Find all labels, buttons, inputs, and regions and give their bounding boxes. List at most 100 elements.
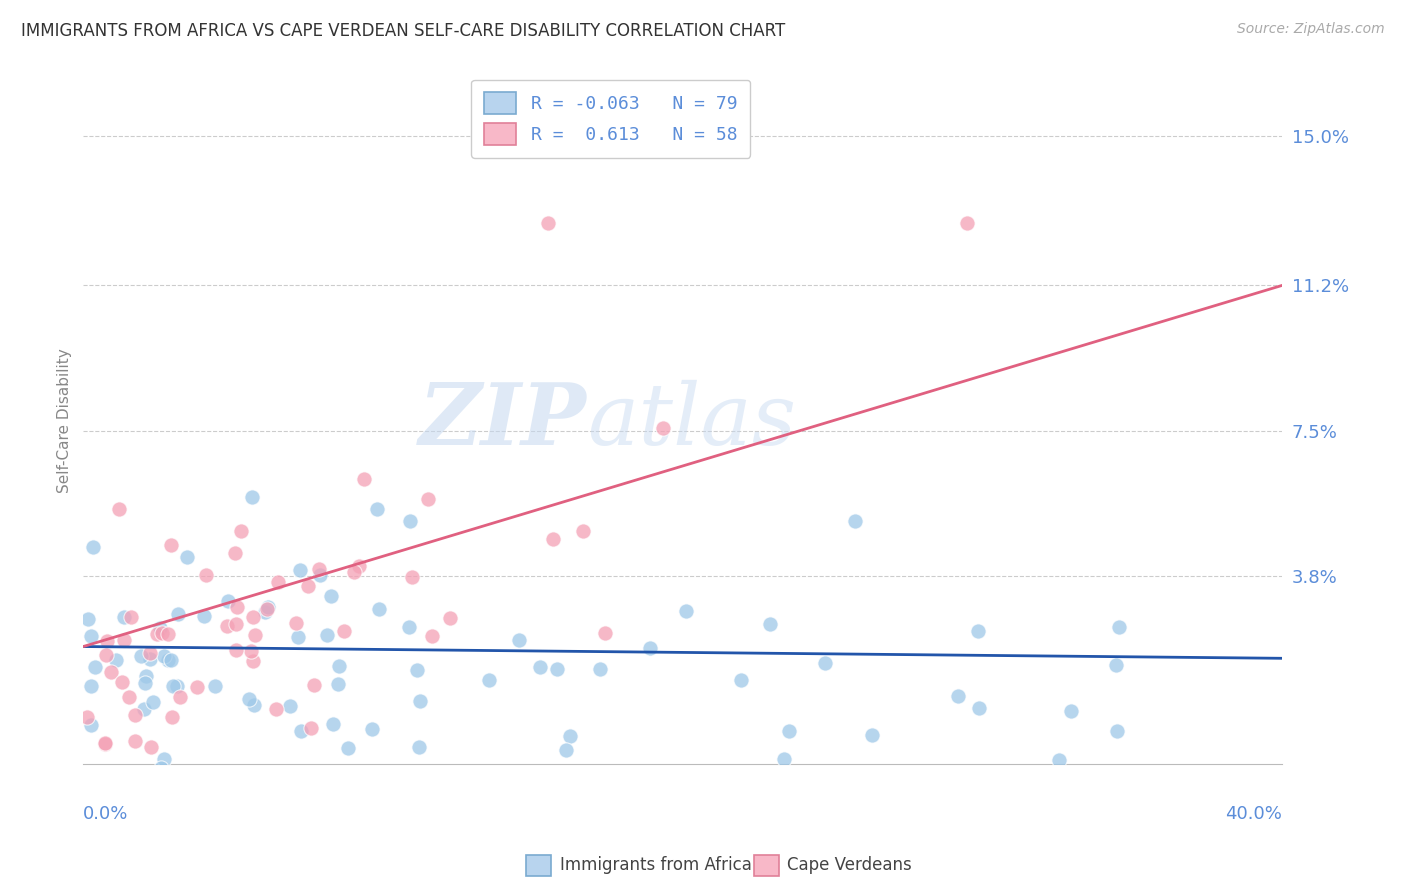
Point [112, 633, 135, 648]
Point [288, 563, 311, 577]
Point [150, 626, 173, 640]
Text: Source: ZipAtlas.com: Source: ZipAtlas.com [1237, 22, 1385, 37]
Point [416, 491, 439, 506]
Point [160, 653, 183, 667]
Point [176, 550, 198, 565]
Text: Cape Verdeans: Cape Verdeans [787, 856, 912, 874]
Point [242, 698, 264, 712]
Point [290, 724, 312, 739]
Point [238, 817, 260, 831]
Text: ZIP: ZIP [419, 379, 586, 463]
Point [366, 502, 388, 516]
Point [134, 675, 156, 690]
Point [243, 628, 266, 642]
Point [96, 633, 118, 648]
Point [149, 761, 172, 775]
Point [287, 630, 309, 644]
Point [347, 559, 370, 574]
Point [328, 658, 350, 673]
Point [285, 615, 308, 630]
Point [217, 619, 239, 633]
Point [297, 579, 319, 593]
Point [593, 626, 616, 640]
Point [114, 609, 136, 624]
Point [149, 621, 172, 635]
Point [652, 421, 675, 435]
Point [226, 600, 249, 615]
Point [638, 640, 661, 655]
Point [508, 633, 530, 648]
Point [278, 699, 301, 714]
Y-axis label: Self-Care Disability: Self-Care Disability [58, 349, 72, 493]
Point [146, 627, 169, 641]
Point [360, 722, 382, 736]
Point [1107, 724, 1129, 739]
Point [1104, 657, 1126, 672]
Point [860, 728, 883, 742]
Point [264, 702, 287, 716]
Point [169, 690, 191, 705]
Point [343, 565, 366, 579]
Point [758, 616, 780, 631]
Point [308, 568, 330, 582]
Point [1047, 753, 1070, 767]
Point [253, 605, 276, 619]
Point [321, 589, 343, 603]
Point [409, 694, 432, 708]
Point [326, 676, 349, 690]
Point [967, 701, 990, 715]
Point [401, 570, 423, 584]
Point [308, 562, 330, 576]
FancyBboxPatch shape [754, 855, 779, 876]
Point [111, 785, 134, 799]
Point [558, 729, 581, 743]
Point [967, 624, 990, 638]
Point [406, 663, 429, 677]
FancyBboxPatch shape [526, 855, 551, 876]
Point [117, 690, 139, 704]
Point [439, 611, 461, 625]
Point [224, 617, 246, 632]
Point [82, 807, 104, 822]
Point [257, 599, 280, 614]
Point [537, 216, 560, 230]
Point [139, 739, 162, 754]
Point [322, 716, 344, 731]
Point [238, 692, 260, 706]
Point [242, 610, 264, 624]
Point [398, 619, 420, 633]
Point [408, 739, 430, 754]
Point [946, 689, 969, 703]
Text: 0.0%: 0.0% [83, 805, 129, 823]
Point [239, 644, 262, 658]
Point [129, 649, 152, 664]
Point [555, 743, 578, 757]
Point [478, 673, 501, 688]
Point [229, 524, 252, 538]
Point [193, 609, 215, 624]
Text: Immigrants from Africa: Immigrants from Africa [560, 856, 751, 874]
Point [84, 660, 107, 674]
Point [80, 718, 103, 732]
Point [546, 662, 568, 676]
Point [1108, 620, 1130, 634]
Point [956, 216, 979, 230]
Point [166, 607, 188, 622]
Point [541, 532, 564, 546]
Point [108, 502, 131, 516]
Point [93, 737, 115, 751]
Point [302, 677, 325, 691]
Point [1059, 704, 1081, 718]
Point [267, 575, 290, 590]
Text: atlas: atlas [586, 379, 796, 462]
Point [336, 741, 359, 756]
Point [529, 660, 551, 674]
Point [156, 626, 179, 640]
Point [156, 653, 179, 667]
Point [94, 737, 117, 751]
Point [274, 780, 297, 794]
Point [353, 472, 375, 486]
Point [299, 721, 322, 735]
Point [162, 679, 184, 693]
Point [138, 651, 160, 665]
